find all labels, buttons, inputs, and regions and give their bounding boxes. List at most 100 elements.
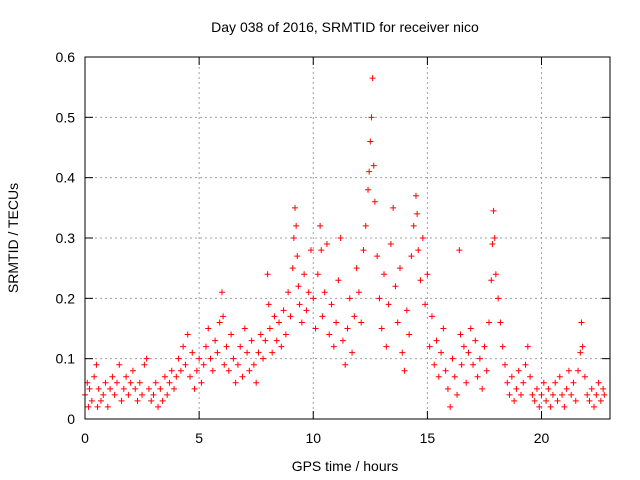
data-point [440, 325, 447, 332]
data-point [234, 361, 241, 368]
data-point [506, 391, 513, 398]
data-point [588, 385, 595, 392]
data-point [385, 301, 392, 308]
data-point [293, 222, 300, 229]
data-point [196, 355, 203, 362]
data-point [524, 343, 531, 350]
data-points [82, 75, 608, 410]
data-point [449, 355, 456, 362]
data-point [295, 283, 302, 290]
data-point [102, 379, 109, 386]
data-point [342, 361, 349, 368]
data-point [290, 235, 297, 241]
data-point [182, 361, 189, 368]
data-point [351, 313, 358, 320]
data-point [401, 367, 408, 374]
data-point [593, 391, 600, 398]
data-point [483, 367, 490, 374]
data-point [107, 385, 114, 392]
data-point [433, 337, 440, 344]
data-point [159, 397, 166, 404]
data-point [520, 379, 527, 386]
data-point [563, 385, 570, 392]
x-tick-label: 10 [305, 430, 321, 446]
data-point [230, 355, 237, 362]
data-point [370, 162, 377, 169]
data-point [269, 349, 276, 356]
data-point [189, 349, 196, 356]
data-point [454, 391, 461, 398]
data-point [143, 355, 150, 362]
data-point [601, 391, 608, 398]
y-tick-label: 0.1 [56, 351, 76, 367]
data-point [412, 192, 419, 199]
data-point [540, 379, 547, 386]
data-point [415, 247, 422, 254]
data-point [141, 361, 148, 368]
data-point [399, 349, 406, 356]
data-point [422, 301, 429, 308]
data-point [303, 307, 310, 314]
data-point [161, 373, 168, 380]
data-point [214, 349, 221, 356]
data-point [207, 355, 214, 362]
data-point [536, 403, 543, 410]
data-point [488, 277, 495, 284]
data-point [403, 307, 410, 314]
data-point [88, 397, 95, 404]
data-point [200, 361, 207, 368]
data-point [597, 397, 604, 404]
data-point [586, 397, 593, 404]
data-point [321, 289, 328, 296]
data-point [591, 403, 598, 410]
data-point [529, 391, 536, 398]
data-point [273, 337, 280, 344]
data-point [173, 373, 180, 380]
data-point [456, 247, 463, 254]
data-point [111, 391, 118, 398]
data-point [570, 379, 577, 386]
data-point [326, 331, 333, 338]
data-point [193, 367, 200, 374]
data-point [266, 325, 273, 332]
data-point [479, 385, 486, 392]
data-point [556, 373, 563, 380]
data-point [184, 331, 191, 338]
data-point [157, 385, 164, 392]
x-axis-title: GPS time / hours [292, 458, 399, 474]
data-point [543, 397, 550, 404]
data-point [538, 391, 545, 398]
data-point [310, 295, 317, 302]
data-point [125, 391, 132, 398]
data-point [481, 343, 488, 350]
data-point [349, 349, 356, 356]
data-point [280, 307, 287, 314]
data-point [228, 331, 235, 338]
data-point [95, 385, 102, 392]
data-point [314, 271, 321, 278]
data-point [358, 319, 365, 326]
data-point [202, 343, 209, 350]
data-point [419, 235, 426, 241]
data-point [390, 204, 397, 211]
data-point [129, 367, 136, 374]
data-point [600, 385, 607, 392]
data-point [451, 373, 458, 380]
y-tick-label: 0.4 [56, 170, 76, 186]
data-point [515, 367, 522, 374]
data-point [504, 379, 511, 386]
data-point [490, 207, 497, 214]
data-point [171, 385, 178, 392]
data-point [353, 265, 360, 272]
data-point [212, 337, 219, 344]
data-point [104, 403, 111, 410]
data-point [209, 367, 216, 374]
data-point [335, 277, 342, 284]
y-tick-labels: 0 0.1 0.2 0.3 0.4 0.5 0.6 [56, 49, 76, 427]
data-point [392, 283, 399, 290]
data-point [554, 397, 561, 404]
chart-title: Day 038 of 2016, SRMTID for receiver nic… [211, 19, 479, 35]
data-point [94, 403, 101, 410]
data-point [369, 75, 376, 82]
